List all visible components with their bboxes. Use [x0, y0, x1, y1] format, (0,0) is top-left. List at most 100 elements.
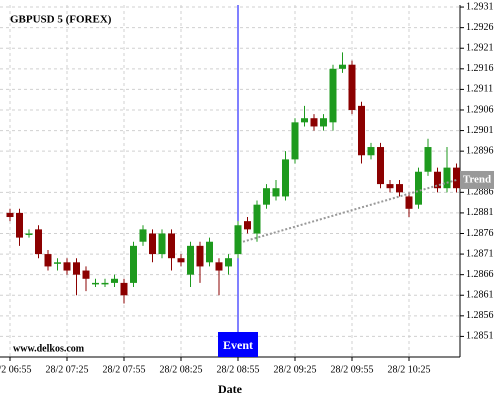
candle-body — [424, 147, 432, 172]
candle-body — [177, 258, 185, 263]
candle-body — [16, 212, 23, 238]
y-tick-label: 1.2911 — [466, 84, 493, 95]
candle — [101, 278, 109, 288]
candle — [6, 208, 14, 222]
trend-label-box — [460, 170, 494, 189]
candle-body — [63, 262, 71, 271]
watermark: www.delkos.com — [13, 343, 85, 354]
candle-body — [415, 171, 422, 205]
candle-body — [111, 278, 118, 283]
candle — [377, 142, 384, 189]
y-tick-label: 1.2896 — [466, 145, 494, 156]
candle — [196, 241, 204, 283]
y-tick-label: 1.2876 — [466, 228, 494, 239]
candle — [177, 254, 185, 267]
x-tick-label: 28/2 08:25 — [159, 364, 202, 375]
candle — [111, 274, 118, 288]
event-label-box — [218, 332, 258, 357]
candle-body — [396, 184, 403, 193]
candle — [320, 114, 327, 131]
candle — [215, 258, 223, 296]
candle-body — [44, 254, 52, 267]
candle — [339, 52, 346, 73]
candle-body — [54, 262, 61, 264]
candle-body — [339, 64, 346, 69]
candle — [415, 167, 422, 209]
candle — [120, 278, 128, 304]
y-tick-label: 1.2906 — [466, 104, 494, 115]
x-tick-label: 28/2 06:55 — [0, 364, 32, 375]
candle — [291, 118, 299, 164]
candle — [92, 278, 99, 288]
candle — [73, 258, 80, 296]
y-tick-label: 1.2886 — [466, 187, 494, 198]
y-tick-label: 1.2926 — [466, 22, 494, 33]
candle-body — [130, 245, 137, 283]
candle-body — [291, 122, 299, 160]
candle — [367, 142, 375, 160]
candle-body — [386, 184, 394, 189]
y-tick-label: 1.2921 — [466, 43, 494, 54]
candle-body — [6, 212, 14, 218]
candle — [282, 151, 289, 201]
candle — [35, 225, 42, 259]
y-tick-label: 1.2871 — [466, 248, 494, 259]
y-tick-label: 1.2856 — [466, 310, 494, 321]
candle — [225, 254, 232, 275]
candle — [386, 179, 394, 193]
candle-body — [272, 188, 280, 197]
y-tick-label: 1.2866 — [466, 269, 494, 280]
candle — [44, 249, 52, 271]
candle — [424, 138, 432, 176]
candle-body — [225, 258, 232, 267]
candle-body — [301, 118, 308, 123]
x-axis-label: Date — [218, 382, 243, 396]
candle-body — [25, 233, 33, 235]
candle-body — [405, 196, 413, 209]
candle-body — [149, 233, 156, 255]
candle-body — [139, 229, 147, 242]
x-tick-label: 28/2 07:25 — [45, 364, 88, 375]
candle — [206, 237, 213, 267]
candle — [130, 241, 137, 288]
candle — [396, 179, 403, 197]
candle-body — [443, 167, 451, 189]
y-tick-label: 1.2901 — [466, 125, 494, 136]
y-tick-label: 1.2931 — [466, 1, 494, 12]
candle-body — [196, 245, 204, 267]
candle-body — [82, 270, 90, 279]
candle-body — [358, 105, 365, 156]
candle-body — [377, 147, 384, 185]
candle — [54, 258, 61, 271]
candle-body — [206, 241, 213, 263]
candle — [187, 241, 194, 288]
candle — [329, 64, 337, 131]
candle — [234, 221, 242, 259]
y-tick-label: 1.2916 — [466, 63, 494, 74]
candle-body — [282, 159, 289, 197]
x-tick-label: 28/2 07:55 — [102, 364, 145, 375]
candle-body — [158, 233, 166, 255]
candle-body — [453, 167, 460, 189]
candle — [16, 208, 23, 246]
candle-body — [120, 282, 128, 296]
candle-body — [215, 262, 223, 271]
candle-body — [253, 204, 261, 234]
y-tick-label: 1.2851 — [466, 331, 494, 342]
candle-body — [348, 64, 356, 110]
candle-body — [367, 147, 375, 156]
candle-body — [92, 282, 99, 285]
candle-body — [187, 245, 194, 275]
x-tick-label: 28/2 08:55 — [216, 364, 259, 375]
candle — [348, 60, 356, 115]
x-tick-label: 28/2 09:25 — [273, 364, 316, 375]
candle — [139, 225, 147, 246]
candle — [158, 229, 166, 259]
candle-body — [35, 229, 42, 255]
trend-line — [242, 179, 457, 243]
candle — [253, 200, 261, 242]
candle-body — [234, 225, 242, 255]
y-tick-label: 1.2881 — [466, 207, 494, 218]
candle-body — [310, 118, 318, 127]
